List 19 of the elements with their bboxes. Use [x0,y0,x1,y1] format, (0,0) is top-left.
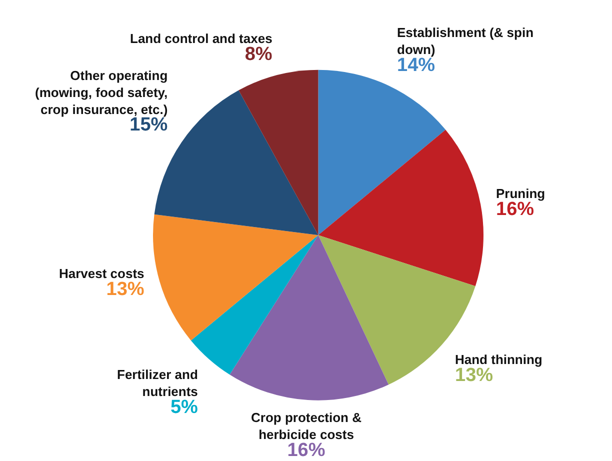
slice-label: Hand thinning [455,352,542,367]
data-label: 13% [455,364,494,386]
data-label: 5% [170,396,198,418]
data-label: 8% [244,44,272,65]
slice-label: Crop protection & herbicide costs [251,410,362,442]
slice-label: Land control and taxes [130,31,272,46]
slice-label: Establishment (& spin down) [397,25,534,57]
slice-label: Other operating (mowing, food safety, crop insurance, etc.) [35,68,168,117]
data-label: 16% [496,198,534,220]
pie-slice [318,70,446,236]
pie-slice [230,235,389,400]
data-label: 13% [106,278,144,300]
data-label: 16% [287,440,326,461]
pie-slice [318,130,484,286]
slice-label: Pruning [496,186,546,201]
slice-label: Fertilizer and nutrients [117,367,198,399]
pie-slice [153,214,318,340]
slice-label: Harvest costs [59,266,144,281]
pie-slice [238,70,318,236]
